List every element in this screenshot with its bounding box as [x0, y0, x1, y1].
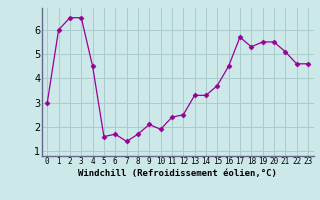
X-axis label: Windchill (Refroidissement éolien,°C): Windchill (Refroidissement éolien,°C) [78, 169, 277, 178]
